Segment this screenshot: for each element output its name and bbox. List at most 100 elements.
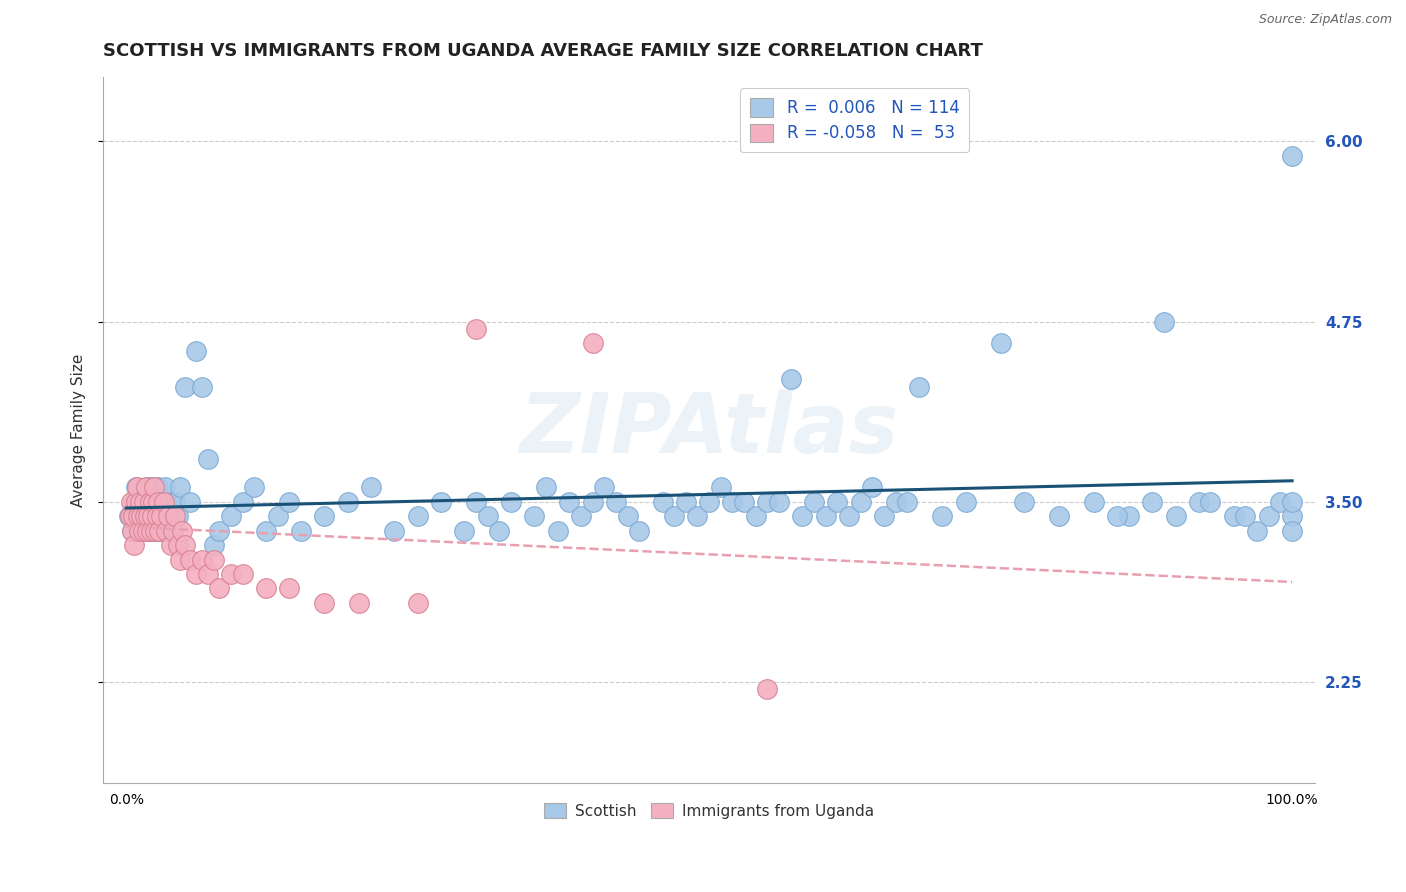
Point xyxy=(162,524,184,538)
Point xyxy=(465,322,488,336)
Point xyxy=(838,509,860,524)
Point xyxy=(141,481,163,495)
Point xyxy=(616,509,638,524)
Point xyxy=(152,509,174,524)
Point xyxy=(534,481,557,495)
Point xyxy=(135,481,157,495)
Point xyxy=(547,524,569,538)
Point xyxy=(145,524,167,538)
Point xyxy=(1257,509,1279,524)
Point xyxy=(124,495,146,509)
Point xyxy=(117,509,139,524)
Point xyxy=(166,538,188,552)
Point xyxy=(138,495,160,509)
Point xyxy=(134,509,156,524)
Point xyxy=(779,372,801,386)
Point xyxy=(124,495,146,509)
Point xyxy=(145,509,167,524)
Point xyxy=(243,481,266,495)
Point xyxy=(143,481,166,495)
Point xyxy=(278,582,301,596)
Point xyxy=(145,509,167,524)
Point xyxy=(191,379,214,393)
Point xyxy=(336,495,359,509)
Point xyxy=(149,509,172,524)
Point xyxy=(406,596,429,610)
Point xyxy=(118,509,141,524)
Point xyxy=(127,495,149,509)
Text: SCOTTISH VS IMMIGRANTS FROM UGANDA AVERAGE FAMILY SIZE CORRELATION CHART: SCOTTISH VS IMMIGRANTS FROM UGANDA AVERA… xyxy=(103,42,983,60)
Point xyxy=(121,524,143,538)
Point xyxy=(803,495,825,509)
Point xyxy=(179,495,201,509)
Point xyxy=(169,552,191,566)
Point xyxy=(453,524,475,538)
Point xyxy=(955,495,977,509)
Point xyxy=(569,509,592,524)
Point xyxy=(208,524,231,538)
Point xyxy=(172,524,194,538)
Point xyxy=(664,509,686,524)
Point xyxy=(908,379,931,393)
Point xyxy=(884,495,907,509)
Point xyxy=(733,495,755,509)
Point xyxy=(349,596,371,610)
Point xyxy=(860,481,883,495)
Point xyxy=(139,524,162,538)
Point xyxy=(150,495,173,509)
Point xyxy=(173,379,195,393)
Point xyxy=(232,495,254,509)
Point xyxy=(1270,495,1292,509)
Point xyxy=(1188,495,1211,509)
Point xyxy=(165,509,187,524)
Point xyxy=(142,495,165,509)
Point xyxy=(710,481,733,495)
Point xyxy=(179,552,201,566)
Point xyxy=(191,552,214,566)
Point xyxy=(129,495,152,509)
Legend: Scottish, Immigrants from Uganda: Scottish, Immigrants from Uganda xyxy=(538,797,880,825)
Point xyxy=(254,582,277,596)
Point xyxy=(1107,509,1129,524)
Point xyxy=(138,509,160,524)
Point xyxy=(155,524,177,538)
Point xyxy=(159,495,181,509)
Point xyxy=(1223,509,1246,524)
Point xyxy=(628,524,651,538)
Point xyxy=(1118,509,1140,524)
Point xyxy=(593,481,616,495)
Point xyxy=(360,481,382,495)
Point xyxy=(131,509,153,524)
Point xyxy=(465,495,488,509)
Text: Source: ZipAtlas.com: Source: ZipAtlas.com xyxy=(1258,13,1392,27)
Point xyxy=(153,481,176,495)
Point xyxy=(165,495,187,509)
Point xyxy=(745,509,768,524)
Point xyxy=(146,495,169,509)
Point xyxy=(721,495,744,509)
Point xyxy=(142,495,165,509)
Point xyxy=(197,566,219,581)
Point xyxy=(232,566,254,581)
Point xyxy=(896,495,918,509)
Point xyxy=(156,524,179,538)
Point xyxy=(605,495,627,509)
Point xyxy=(990,336,1012,351)
Point xyxy=(558,495,581,509)
Point xyxy=(202,538,225,552)
Point xyxy=(121,524,143,538)
Point xyxy=(849,495,872,509)
Point xyxy=(132,495,155,509)
Point xyxy=(143,524,166,538)
Point xyxy=(1281,509,1303,524)
Point xyxy=(138,509,160,524)
Point xyxy=(523,509,546,524)
Y-axis label: Average Family Size: Average Family Size xyxy=(72,353,86,507)
Point xyxy=(186,343,208,358)
Point xyxy=(1281,524,1303,538)
Point xyxy=(173,538,195,552)
Point xyxy=(814,509,837,524)
Point xyxy=(157,509,180,524)
Point xyxy=(1246,524,1268,538)
Point xyxy=(120,495,142,509)
